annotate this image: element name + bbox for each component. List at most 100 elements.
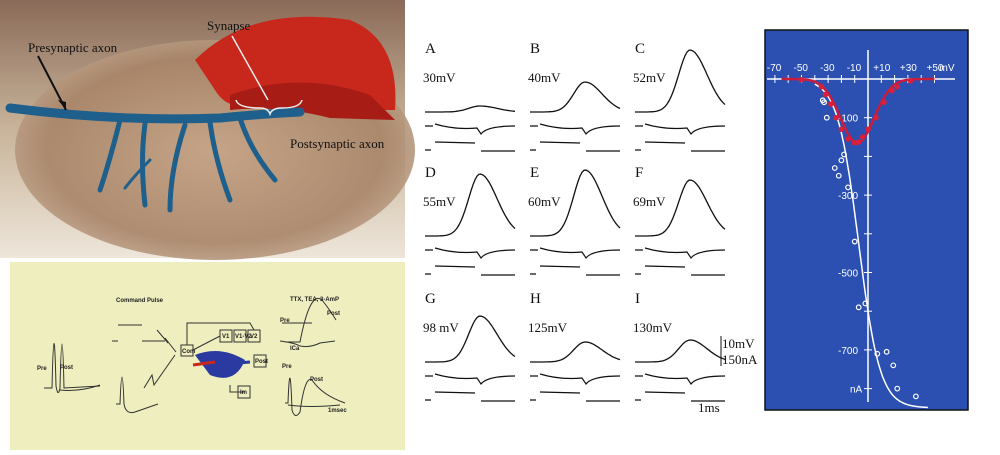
calcium-data-point <box>798 76 805 83</box>
total-data-point <box>855 304 862 311</box>
calcium-data-point <box>818 83 825 90</box>
trace-panel-h: H 125mV <box>528 291 621 402</box>
postsynaptic-trace <box>635 49 726 113</box>
post-box-label: Post <box>255 359 268 365</box>
y-tick-label: -500 <box>838 269 858 280</box>
panel-voltage: 55mV <box>423 194 456 209</box>
postsynaptic-trace <box>635 339 726 363</box>
trace-panel-e: E 60mV <box>528 165 621 276</box>
postsynaptic-trace <box>530 81 621 113</box>
ica-label: ICa <box>290 346 300 352</box>
total-data-point <box>838 157 845 164</box>
axon-stain <box>5 103 305 213</box>
total-data-point <box>851 238 858 245</box>
plot-background <box>765 30 968 410</box>
panel-voltage: 30mV <box>423 70 456 85</box>
panel-letter: C <box>635 41 645 57</box>
post-label-2: Post <box>327 311 340 317</box>
total-data-point <box>912 393 919 400</box>
schematic-panel: Command Pulse Pre Post Com V1 V1-V2 V2 P… <box>10 262 405 450</box>
total-data-point <box>841 151 847 158</box>
presynaptic-label: Presynaptic axon <box>28 40 118 55</box>
x-tick-label: -70 <box>767 63 782 74</box>
v2-box-label: V2 <box>250 334 258 340</box>
x-unit-label: mV <box>940 63 955 74</box>
y-unit-label: nA <box>850 385 863 396</box>
synapse-stain <box>195 16 396 110</box>
calcium-data-point <box>881 99 887 106</box>
total-current-fit-curve <box>814 83 928 409</box>
calcium-data-point <box>865 126 871 133</box>
current-trace <box>425 123 516 136</box>
panel-letter: F <box>635 165 643 181</box>
total-data-point <box>845 184 851 191</box>
trace-panel-f: F 69mV <box>633 165 726 276</box>
trace-panel-g: G 98 mV <box>423 291 516 402</box>
calcium-data-point <box>873 114 879 121</box>
trace-panel-c: C 52mV <box>633 41 726 152</box>
command-trace <box>425 141 515 152</box>
total-data-point <box>823 114 830 121</box>
command-trace <box>425 391 515 402</box>
calcium-data-point <box>827 101 834 107</box>
current-trace <box>635 123 726 136</box>
panel-letter: I <box>635 291 640 307</box>
total-data-point <box>835 172 842 179</box>
synapse-label: Synapse <box>207 18 251 33</box>
panel-letter: H <box>530 291 541 307</box>
synapse-sketch <box>192 351 251 378</box>
current-trace <box>530 123 621 136</box>
command-trace <box>530 265 620 276</box>
postsynaptic-trace <box>530 169 621 237</box>
v1v2-box-label: V1-V2 <box>235 334 252 340</box>
trace-panel-b: B 40mV <box>528 41 621 152</box>
post-label-3: Post <box>310 377 323 383</box>
panel-letter: B <box>530 41 540 57</box>
panel-letter: E <box>530 165 539 181</box>
postsynaptic-trace <box>425 105 516 113</box>
command-trace <box>635 141 725 152</box>
voltage-scale-label: 10mV <box>722 336 755 351</box>
calcium-data-point <box>855 139 862 145</box>
current-trace <box>425 247 516 260</box>
panel-letter: G <box>425 291 436 307</box>
y-tick-label: -700 <box>838 346 858 357</box>
total-data-point <box>831 165 838 171</box>
calcium-data-point <box>838 126 845 133</box>
current-trace <box>425 373 516 386</box>
calcium-data-point <box>859 134 866 140</box>
postsynaptic-trace <box>530 341 621 363</box>
total-data-point <box>874 350 881 357</box>
x-tick-label: +50 <box>927 63 944 74</box>
panel-voltage: 130mV <box>633 320 673 335</box>
calcium-data-point <box>889 87 895 94</box>
total-data-point <box>883 348 890 355</box>
postsynaptic-label: Postsynaptic axon <box>290 136 385 151</box>
command-trace <box>530 391 620 402</box>
trace-panel-d: D 55mV <box>423 165 516 276</box>
command-trace <box>635 265 725 276</box>
calcium-data-point <box>833 114 839 121</box>
postsynaptic-trace <box>425 315 516 363</box>
total-data-point <box>821 99 828 106</box>
panel-voltage: 60mV <box>528 194 561 209</box>
calcium-data-point <box>907 78 914 84</box>
panel-voltage: 125mV <box>528 320 568 335</box>
current-trace <box>530 247 621 260</box>
panel-letter: A <box>425 41 436 57</box>
command-pulse-trace <box>116 376 159 414</box>
micrograph-photo: Presynaptic axon Synapse Postsynaptic ax… <box>0 0 415 260</box>
calcium-data-point <box>894 83 901 90</box>
pre-label-3: Pre <box>282 364 292 370</box>
total-data-point <box>862 300 869 307</box>
panel-voltage: 69mV <box>633 194 666 209</box>
x-tick-label: -30 <box>820 63 835 74</box>
drugs-label: TTX, TEA, 3-AmP <box>290 297 339 303</box>
v1-box-label: V1 <box>222 334 230 340</box>
pre-post-spikes <box>44 343 101 393</box>
voltage-clamp-traces: A 30mV B 40mV C 52mV D 55mV E 60mV F 69mV G 98 mV H 125… <box>423 41 726 402</box>
calcium-data-point <box>845 136 851 142</box>
